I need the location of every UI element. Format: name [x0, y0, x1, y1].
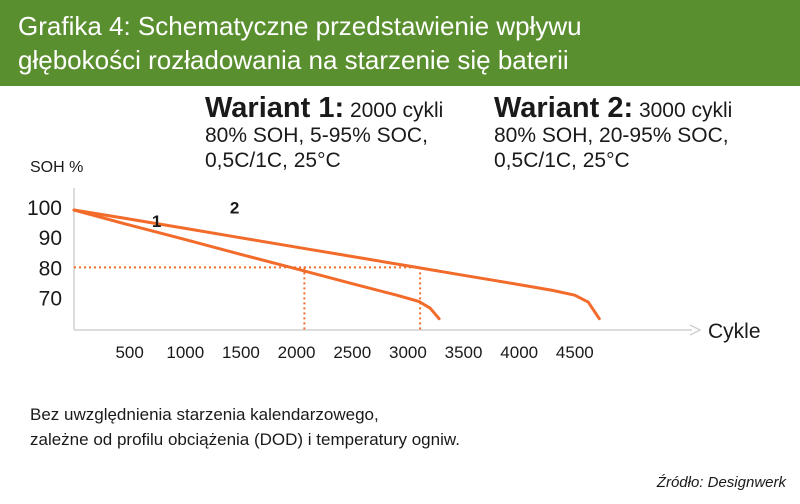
variant-1-cycles: 2000 cykli — [349, 99, 444, 122]
x-tick-label: 2000 — [278, 343, 316, 362]
title-line-2: głębokości rozładowania na starzenie się… — [18, 45, 569, 75]
series-label-2: 2 — [230, 199, 239, 218]
x-tick-label: 2500 — [333, 343, 371, 362]
note-line-2: zależne od profilu obciążenia (DOD) i te… — [30, 430, 460, 449]
variant-2-info: Wariant 2: 3000 cykli 80% SOH, 20-95% SO… — [494, 94, 733, 173]
y-tick-label: 100 — [27, 197, 62, 220]
soh-cycles-chart: SOH % Cykle 100 90 80 70 500 1000 1500 2000 2500 30… — [27, 159, 761, 362]
x-tick-label: 3000 — [389, 343, 427, 362]
series-line-2 — [72, 208, 601, 321]
variant-2-rate-temp: 0,5C/1C, 25°C — [494, 149, 630, 172]
source-credit: Źródło: Designwerk — [656, 474, 786, 491]
x-tick-label: 3500 — [445, 343, 483, 362]
y-tick-label: 90 — [39, 227, 62, 250]
x-tick-label: 4000 — [500, 343, 538, 362]
x-tick-label: 1000 — [166, 343, 204, 362]
y-axis-label: SOH % — [30, 159, 83, 176]
page-title: Grafika 4: Schematyczne przedstawienie w… — [18, 9, 788, 77]
chart-note: Bez uwzględnienia starzenia kalendarzowe… — [30, 402, 460, 452]
variant-1-info: Wariant 1: 2000 cykli 80% SOH, 5-95% SOC… — [205, 94, 444, 173]
x-axis-label: Cykle — [708, 320, 761, 343]
variant-1-soh-soc: 80% SOH, 5-95% SOC, — [205, 124, 428, 147]
x-axis-arrow — [689, 324, 702, 336]
note-line-1: Bez uwzględnienia starzenia kalendarzowe… — [30, 405, 379, 424]
header-banner: Grafika 4: Schematyczne przedstawienie w… — [0, 0, 800, 86]
series-line-1 — [72, 208, 441, 321]
y-tick-label: 80 — [39, 257, 62, 280]
variant-2-soh-soc: 80% SOH, 20-95% SOC, — [494, 124, 729, 147]
x-tick-label: 1500 — [222, 343, 260, 362]
x-tick-label: 4500 — [556, 343, 594, 362]
y-tick-label: 70 — [39, 288, 62, 311]
variant-1-rate-temp: 0,5C/1C, 25°C — [205, 149, 341, 172]
variant-2-cycles: 3000 cykli — [638, 99, 733, 122]
variant-2-name: Wariant 2: — [494, 92, 634, 124]
title-line-1: Grafika 4: Schematyczne przedstawienie w… — [18, 11, 582, 41]
series-label-1: 1 — [152, 212, 161, 231]
x-tick-label: 500 — [115, 343, 143, 362]
variant-1-name: Wariant 1: — [205, 92, 345, 124]
